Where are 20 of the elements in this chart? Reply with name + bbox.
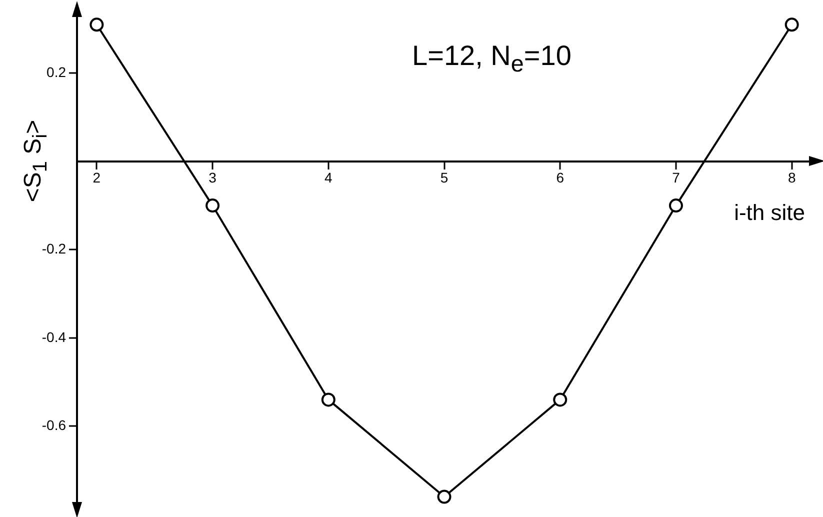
x-tick-label: 7	[672, 170, 680, 186]
x-tick-label: 3	[208, 170, 217, 186]
y-tick-label: -0.2	[42, 240, 66, 257]
point	[437, 490, 452, 504]
point	[668, 198, 683, 213]
x-tick-label: 8	[788, 170, 796, 186]
x-tick-label: 6	[556, 170, 564, 186]
point	[553, 392, 568, 407]
annotation: L=12, N$_{e}$=10	[412, 40, 572, 78]
x-tick-label: 2	[92, 170, 101, 186]
y-tick-label: -0.6	[42, 417, 66, 434]
point	[90, 18, 104, 32]
y-tick-label: -0.4	[42, 328, 66, 345]
point	[206, 198, 220, 213]
x-tick-label: 4	[324, 170, 333, 186]
x-axis-title: i-th site	[734, 200, 805, 226]
x-tick-label: 5	[440, 170, 448, 186]
point	[321, 392, 336, 407]
y-tick-label: 0.2	[46, 64, 66, 80]
point	[784, 18, 799, 32]
